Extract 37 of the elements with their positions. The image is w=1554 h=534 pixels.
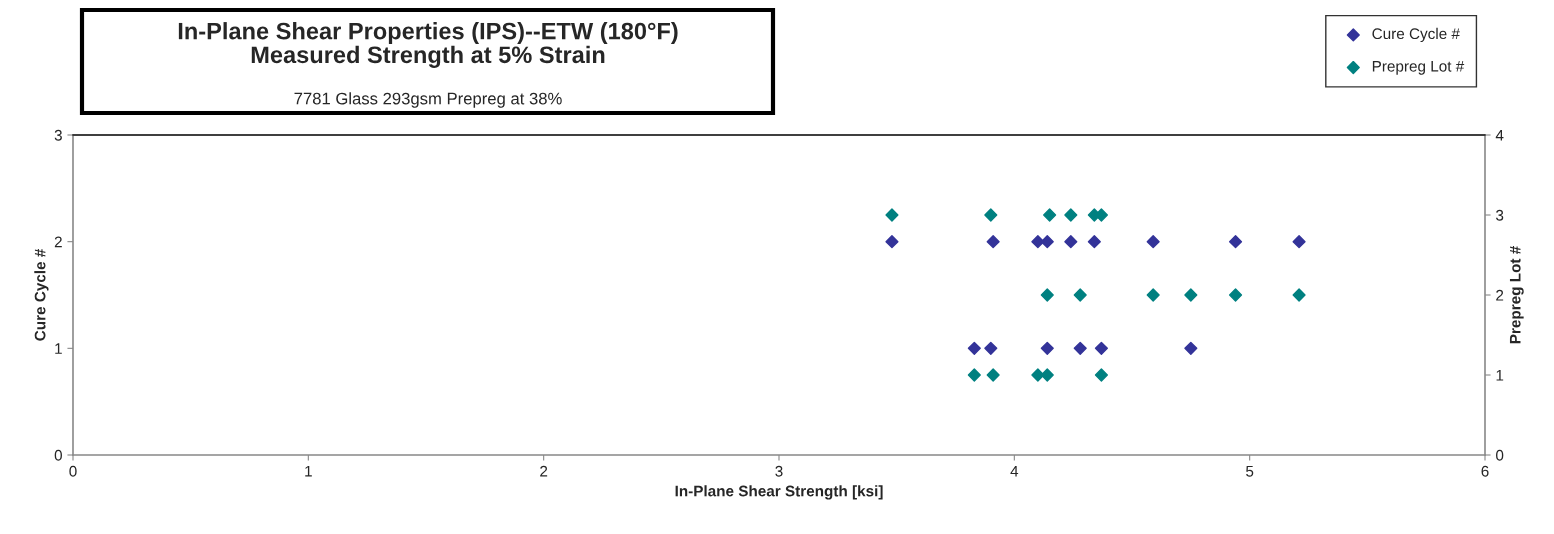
chart-title: In-Plane Shear Properties (IPS)--ETW (180°F) Measured Strength at 5% Strain [178,22,678,68]
y-axis-title: Cure Cycle # [34,248,49,341]
x-tick-label: 1 [305,465,312,477]
point [1073,288,1087,302]
x-tick-label: 6 [1481,465,1489,477]
x-tick-label: 4 [1010,465,1019,477]
legend-label: Cure Cycle # [1372,27,1460,43]
y2-axis-title: Prepreg Lot # [1509,246,1524,344]
point [984,208,998,222]
point [1184,288,1198,302]
y-tick-label: 1 [55,343,62,354]
chart-subtitle: 7781 Glass 293gsm Prepreg at 38% [294,92,562,108]
x-tick-label: 3 [775,465,783,477]
point [885,208,899,222]
point [1040,288,1054,302]
point [1146,288,1160,302]
y2-tick-label: 2 [1496,289,1504,301]
point [986,368,1000,382]
y2-tick-label: 0 [1496,449,1504,461]
y2-tick-label: 1 [1496,370,1504,381]
x-tick-label: 0 [69,465,77,477]
x-axis-title: In-Plane Shear Strength [ksi] [675,485,883,500]
y-tick-label: 2 [54,236,62,248]
y2-tick-label: 4 [1495,130,1504,141]
y2-tick-label: 3 [1496,209,1504,221]
x-tick-label: 2 [540,465,548,477]
x-tick-label: 5 [1246,465,1254,477]
point [1094,368,1108,382]
point [1043,208,1057,222]
point [1040,368,1054,382]
point [967,368,981,382]
y-tick-label: 0 [54,449,62,461]
y-tick-label: 3 [54,129,62,141]
legend-label: Prepreg Lot # [1372,61,1465,75]
point [1064,208,1078,222]
point [1292,288,1306,302]
point [1228,288,1243,302]
